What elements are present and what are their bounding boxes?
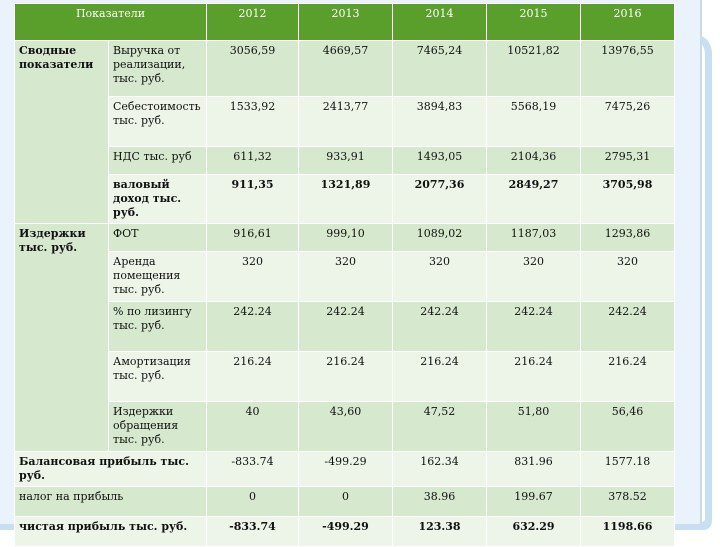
cell-value: 216.24 bbox=[392, 351, 487, 402]
cell-value: -499.29 bbox=[298, 516, 393, 547]
cell-value: 999,10 bbox=[298, 223, 393, 252]
cell-value: 831.96 bbox=[486, 451, 581, 487]
cell-value: 10521,82 bbox=[486, 40, 581, 97]
cell-value: 320 bbox=[298, 251, 393, 302]
cell-value: 199.67 bbox=[486, 486, 581, 517]
header-year: 2014 bbox=[392, 3, 487, 41]
cell-value: 1198.66 bbox=[580, 516, 675, 547]
row-label: ФОТ bbox=[108, 223, 207, 252]
cell-value: 911,35 bbox=[206, 174, 299, 224]
table-row: чистая прибыль тыс. руб. -833.74 -499.29… bbox=[14, 516, 675, 547]
row-label: Аренда помещения тыс. руб. bbox=[108, 251, 207, 302]
header-year: 2016 bbox=[580, 3, 675, 41]
cell-value: 1493,05 bbox=[392, 146, 487, 175]
cell-value: 43,60 bbox=[298, 401, 393, 452]
cell-value: -833.74 bbox=[206, 451, 299, 487]
header-row: Показатели 2012 2013 2014 2015 2016 bbox=[14, 3, 675, 41]
group-label-costs: Издержки тыс. руб. bbox=[14, 223, 109, 452]
cell-value: 216.24 bbox=[298, 351, 393, 402]
table-row: НДС тыс. руб 611,32 933,91 1493,05 2104,… bbox=[14, 146, 675, 175]
table-row: налог на прибыль 0 0 38.96 199.67 378.52 bbox=[14, 486, 675, 517]
cell-value: 242.24 bbox=[486, 301, 581, 352]
row-label: чистая прибыль тыс. руб. bbox=[14, 516, 207, 547]
header-year: 2012 bbox=[206, 3, 299, 41]
cell-value: 4669,57 bbox=[298, 40, 393, 97]
row-label: Балансовая прибыль тыс. руб. bbox=[14, 451, 207, 487]
row-label: % по лизингу тыс. руб. bbox=[108, 301, 207, 352]
cell-value: 242.24 bbox=[580, 301, 675, 352]
row-label: Выручка от реализации, тыс. руб. bbox=[108, 40, 207, 97]
cell-value: 123.38 bbox=[392, 516, 487, 547]
cell-value: 320 bbox=[206, 251, 299, 302]
cell-value: 0 bbox=[298, 486, 393, 517]
cell-value: 47,52 bbox=[392, 401, 487, 452]
row-label: НДС тыс. руб bbox=[108, 146, 207, 175]
cell-value: 40 bbox=[206, 401, 299, 452]
cell-value: 242.24 bbox=[392, 301, 487, 352]
row-label: налог на прибыль bbox=[14, 486, 207, 517]
cell-value: 1089,02 bbox=[392, 223, 487, 252]
cell-value: 916,61 bbox=[206, 223, 299, 252]
cell-value: 1533,92 bbox=[206, 96, 299, 147]
cell-value: 1187,03 bbox=[486, 223, 581, 252]
table-row: Сводные показатели Выручка от реализации… bbox=[14, 40, 675, 224]
cell-value: -833.74 bbox=[206, 516, 299, 547]
table-row: Издержки тыс. руб. ФОТ 916,61 999,10 108… bbox=[14, 223, 675, 452]
cell-value: 216.24 bbox=[486, 351, 581, 402]
table-row: валовый доход тыс. руб. 911,35 1321,89 2… bbox=[14, 174, 675, 224]
group-label-summary: Сводные показатели bbox=[14, 40, 109, 224]
cell-value: 56,46 bbox=[580, 401, 675, 452]
cell-value: 7465,24 bbox=[392, 40, 487, 97]
cell-value: 51,80 bbox=[486, 401, 581, 452]
cell-value: 0 bbox=[206, 486, 299, 517]
cell-value: 216.24 bbox=[580, 351, 675, 402]
cell-value: 320 bbox=[580, 251, 675, 302]
cell-value: 3705,98 bbox=[580, 174, 675, 224]
cell-value: 2849,27 bbox=[486, 174, 581, 224]
cell-value: 3894,83 bbox=[392, 96, 487, 147]
cell-value: 1321,89 bbox=[298, 174, 393, 224]
cell-value: 632.29 bbox=[486, 516, 581, 547]
cell-value: 3056,59 bbox=[206, 40, 299, 97]
cell-value: 5568,19 bbox=[486, 96, 581, 147]
cell-value: 13976,55 bbox=[580, 40, 675, 97]
cell-value: 378.52 bbox=[580, 486, 675, 517]
cell-value: 162.34 bbox=[392, 451, 487, 487]
row-label: Себестоимость тыс. руб. bbox=[108, 96, 207, 147]
cell-value: 2413,77 bbox=[298, 96, 393, 147]
table-row: Издержки обращения тыс. руб. 40 43,60 47… bbox=[14, 401, 675, 452]
header-year: 2013 bbox=[298, 3, 393, 41]
cell-value: 933,91 bbox=[298, 146, 393, 175]
row-label: Амортизация тыс. руб. bbox=[108, 351, 207, 402]
cell-value: 38.96 bbox=[392, 486, 487, 517]
cell-value: 320 bbox=[392, 251, 487, 302]
header-indicators: Показатели bbox=[14, 3, 207, 41]
cell-value: 2077,36 bbox=[392, 174, 487, 224]
cell-value: 2104,36 bbox=[486, 146, 581, 175]
cell-value: -499.29 bbox=[298, 451, 393, 487]
cell-value: 242.24 bbox=[298, 301, 393, 352]
table-row: Балансовая прибыль тыс. руб. -833.74 -49… bbox=[14, 451, 675, 487]
table-row: Амортизация тыс. руб. 216.24 216.24 216.… bbox=[14, 351, 675, 402]
cell-value: 1293,86 bbox=[580, 223, 675, 252]
cell-value: 1577.18 bbox=[580, 451, 675, 487]
cell-value: 216.24 bbox=[206, 351, 299, 402]
cell-value: 2795,31 bbox=[580, 146, 675, 175]
cell-value: 611,32 bbox=[206, 146, 299, 175]
header-year: 2015 bbox=[486, 3, 581, 41]
cell-value: 7475,26 bbox=[580, 96, 675, 147]
row-label: Издержки обращения тыс. руб. bbox=[108, 401, 207, 452]
row-label: валовый доход тыс. руб. bbox=[108, 174, 207, 224]
table-row: % по лизингу тыс. руб. 242.24 242.24 242… bbox=[14, 301, 675, 352]
cell-value: 320 bbox=[486, 251, 581, 302]
financial-table: Показатели 2012 2013 2014 2015 2016 Свод… bbox=[14, 3, 675, 547]
cell-value: 242.24 bbox=[206, 301, 299, 352]
table-row: Себестоимость тыс. руб. 1533,92 2413,77 … bbox=[14, 96, 675, 147]
table-row: Аренда помещения тыс. руб. 320 320 320 3… bbox=[14, 251, 675, 302]
